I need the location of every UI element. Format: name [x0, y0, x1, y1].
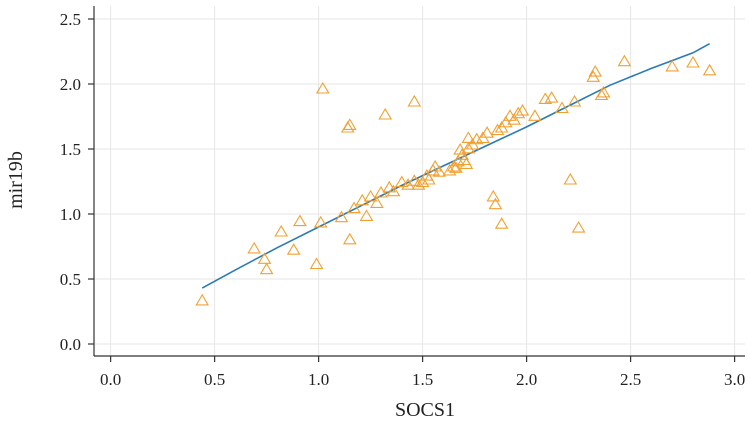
x-tick-label: 0.5 [204, 370, 225, 389]
data-point [453, 143, 467, 155]
data-point [342, 118, 357, 130]
data-point [195, 293, 209, 306]
data-point [313, 215, 328, 228]
data-point [378, 107, 393, 120]
data-point [498, 115, 513, 128]
x-axis-title: SOCS1 [395, 399, 455, 421]
data-point [363, 189, 378, 202]
y-tick-label: 1.0 [60, 205, 81, 224]
data-point [315, 81, 330, 94]
data-point [442, 163, 457, 176]
data-point [259, 262, 274, 275]
x-tick-label: 1.0 [308, 370, 329, 389]
data-point [665, 59, 680, 72]
data-point [247, 241, 261, 254]
data-point [544, 91, 559, 103]
data-point [411, 178, 426, 190]
data-point [596, 85, 611, 98]
data-point [386, 184, 401, 197]
data-point [555, 101, 569, 114]
data-point [702, 63, 717, 76]
gridlines [94, 6, 745, 356]
x-tick-label: 2.0 [516, 370, 537, 389]
data-point [480, 126, 494, 138]
data-point [461, 141, 476, 154]
y-tick-label: 2.5 [60, 10, 81, 29]
data-point [407, 94, 422, 107]
data-point [342, 232, 357, 245]
data-point [422, 172, 436, 185]
data-point [686, 55, 700, 68]
data-point [286, 243, 301, 255]
data-point [347, 201, 361, 214]
y-tick-label: 2.0 [60, 75, 81, 94]
data-point [455, 148, 469, 160]
data-point [274, 224, 289, 237]
axes [88, 6, 745, 362]
data-point [528, 109, 542, 121]
data-point [563, 172, 578, 185]
data-point [293, 214, 307, 227]
x-tick-label: 2.5 [620, 370, 641, 389]
data-point [359, 209, 374, 221]
data-point [490, 123, 505, 136]
fit-line-layer [201, 42, 710, 289]
data-point [415, 175, 430, 188]
data-point [507, 113, 521, 125]
data-point [461, 131, 476, 143]
data-point [394, 175, 409, 188]
data-point [515, 104, 530, 116]
data-point [494, 217, 509, 229]
data-point [428, 159, 442, 172]
data-point [449, 161, 463, 173]
data-point [567, 94, 582, 107]
fit-line [201, 42, 710, 289]
y-axis-title: mir19b [5, 151, 27, 209]
data-point [571, 221, 586, 233]
data-point [309, 257, 324, 270]
data-point [334, 210, 349, 223]
x-tick-label: 1.5 [412, 370, 433, 389]
data-point [617, 54, 632, 67]
x-tick-label: 0.0 [100, 370, 121, 389]
y-tick-label: 1.5 [60, 140, 81, 159]
y-tick-label: 0.0 [60, 335, 81, 354]
data-points-layer [195, 54, 717, 306]
data-point [511, 106, 526, 119]
data-point [401, 178, 415, 190]
data-point [257, 252, 272, 264]
tick-labels: 0.0 0.5 1.0 1.5 2.0 2.5 3.0 0.0 0.5 1.0 1.5 2.0 2.5 [60, 10, 745, 389]
data-point [588, 65, 603, 77]
data-point [486, 189, 501, 202]
x-tick-label: 3.0 [724, 370, 745, 389]
data-point [370, 196, 384, 208]
data-point [459, 157, 474, 169]
data-point [488, 197, 503, 210]
y-tick-label: 0.5 [60, 270, 81, 289]
data-point [432, 165, 447, 177]
